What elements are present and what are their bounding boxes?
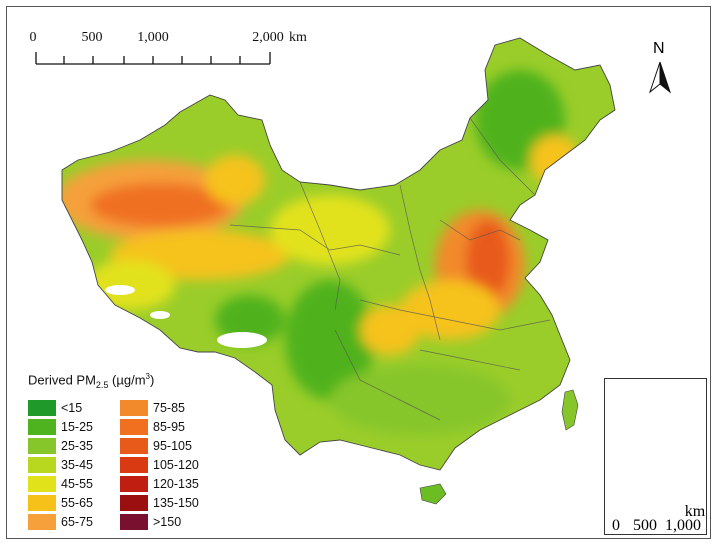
legend-column-right: 75-85 85-95 95-105 105-120 120-135 135-150 >15… [120, 398, 199, 531]
legend-item: 120-135 [120, 474, 199, 493]
legend-swatch [28, 456, 56, 473]
legend-label: 105-120 [153, 457, 199, 472]
legend-label: 85-95 [153, 419, 185, 434]
legend-item: >150 [120, 512, 199, 531]
scale-label-2000: 2,000 [252, 30, 284, 45]
legend-label: 35-45 [61, 457, 93, 472]
legend-swatch [120, 437, 148, 454]
legend-label: 25-35 [61, 438, 93, 453]
legend-item: <15 [28, 398, 93, 417]
legend-label: 45-55 [61, 476, 93, 491]
legend-title-unit-pre: (µg/m [108, 372, 146, 388]
scale-label-0: 0 [29, 30, 37, 45]
legend-item: 65-75 [28, 512, 93, 531]
legend-label: 95-105 [153, 438, 192, 453]
legend-title-main: Derived PM [28, 372, 96, 388]
legend-swatch [28, 399, 56, 416]
inset-scale-label-1000: 1,000 [665, 517, 701, 534]
legend-item: 105-120 [120, 455, 199, 474]
legend-label: 55-65 [61, 495, 93, 510]
legend-item: 85-95 [120, 417, 199, 436]
legend-swatch [120, 399, 148, 416]
legend-label: 65-75 [61, 514, 93, 529]
inset-scale-label-0: 0 [612, 517, 620, 534]
scale-label-500: 500 [81, 30, 103, 45]
legend-swatch [120, 513, 148, 530]
legend-label: <15 [61, 400, 83, 415]
inset-frame: 0 500 1,000 km [604, 378, 707, 535]
inset-scale-label-500: 500 [633, 517, 657, 534]
legend-item: 135-150 [120, 493, 199, 512]
legend-item: 35-45 [28, 455, 93, 474]
north-arrow: N [645, 40, 675, 100]
legend-item: 15-25 [28, 417, 93, 436]
legend-swatch [120, 456, 148, 473]
china-landmass [61, 37, 616, 471]
legend-swatch [120, 418, 148, 435]
north-arrow-icon [648, 61, 672, 94]
legend-column-left: <15 15-25 25-35 35-45 45-55 55-65 65-75 [28, 398, 93, 531]
legend-item: 55-65 [28, 493, 93, 512]
legend-swatch [120, 475, 148, 492]
legend-label: 120-135 [153, 476, 199, 491]
legend-title-unit-sup: 3 [145, 372, 150, 381]
province-boundaries [229, 117, 551, 421]
scale-bar [35, 52, 271, 65]
legend-label: 15-25 [61, 419, 93, 434]
legend-label: 135-150 [153, 495, 199, 510]
legend-swatch [28, 494, 56, 511]
legend-label: 75-85 [153, 400, 185, 415]
scale-unit: km [289, 30, 307, 45]
legend-item: 45-55 [28, 474, 93, 493]
legend-item: 95-105 [120, 436, 199, 455]
legend-title-sub: 2.5 [95, 379, 109, 390]
legend-swatch [28, 475, 56, 492]
no-data-areas [105, 285, 267, 348]
legend-title: Derived PM2.5 (µg/m3) [28, 372, 154, 390]
taiwan-island [561, 389, 579, 431]
legend-item: 75-85 [120, 398, 199, 417]
legend-swatch [28, 437, 56, 454]
legend-item: 25-35 [28, 436, 93, 455]
hainan-island [419, 483, 447, 505]
scale-label-1000: 1,000 [137, 30, 169, 45]
legend-swatch [120, 494, 148, 511]
north-label: N [653, 40, 665, 57]
legend-title-unit-post: ) [150, 372, 155, 388]
legend-swatch [28, 418, 56, 435]
legend-label: >150 [153, 514, 182, 529]
legend-swatch [28, 513, 56, 530]
inset-scale-unit: km [684, 503, 706, 520]
